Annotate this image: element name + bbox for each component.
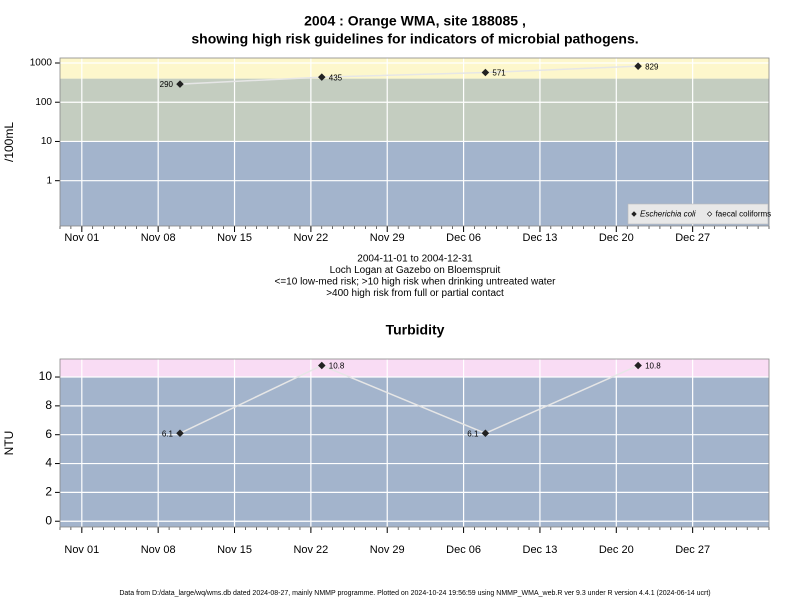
chart-title: Turbidity xyxy=(386,322,445,338)
legend-marker xyxy=(631,211,637,217)
y-tick-label: 1 xyxy=(46,175,52,186)
risk-band xyxy=(60,78,769,142)
note: >400 high risk from full or partial cont… xyxy=(326,288,504,299)
x-tick-label: Nov 01 xyxy=(64,232,99,244)
y-tick-label: 10 xyxy=(41,136,53,147)
x-tick-label: Dec 13 xyxy=(523,544,558,556)
data-label: 435 xyxy=(329,73,343,82)
y-tick-label: 100 xyxy=(35,97,52,108)
y-tick-label: 4 xyxy=(45,456,52,470)
legend-box xyxy=(627,203,769,225)
data-point xyxy=(176,429,184,438)
note: Loch Logan at Gazebo on Bloemspruit xyxy=(330,265,501,276)
x-tick-label: Dec 27 xyxy=(675,232,710,244)
footer: Data from D:/data_large/wq/wms.db dated … xyxy=(119,590,710,597)
risk-band xyxy=(60,58,769,79)
data-label: 6.1 xyxy=(162,429,174,438)
data-point xyxy=(481,68,490,77)
data-point xyxy=(318,361,326,370)
y-tick-label: 0 xyxy=(45,513,52,527)
series-line xyxy=(179,364,639,435)
data-point xyxy=(634,62,642,70)
data-point xyxy=(634,361,642,370)
series-line xyxy=(179,65,639,85)
x-tick-label: Dec 06 xyxy=(446,544,481,556)
legend-label: Escherichia coli xyxy=(640,210,696,219)
note: <=10 low-med risk; >10 high risk when dr… xyxy=(275,277,557,288)
risk-band xyxy=(60,377,769,527)
plot-frame xyxy=(59,358,770,528)
data-label: 571 xyxy=(492,69,506,78)
x-tick-label: Nov 08 xyxy=(141,544,176,556)
chart-title: 2004 : Orange WMA, site 188085 , xyxy=(304,13,526,29)
plot-frame xyxy=(59,57,770,227)
data-label: 829 xyxy=(645,62,659,71)
note: 2004-11-01 to 2004-12-31 xyxy=(357,254,473,265)
y-tick-label: 6 xyxy=(45,427,52,441)
x-tick-label: Dec 13 xyxy=(523,232,558,244)
y-tick-label: 10 xyxy=(39,369,53,383)
x-tick-label: Nov 22 xyxy=(293,544,328,556)
data-label: 10.8 xyxy=(645,362,661,371)
data-point xyxy=(176,80,184,88)
x-tick-label: Nov 29 xyxy=(370,232,405,244)
x-tick-label: Nov 08 xyxy=(141,232,176,244)
x-tick-label: Nov 29 xyxy=(370,544,405,556)
x-tick-label: Dec 27 xyxy=(675,544,710,556)
y-axis-label: NTU xyxy=(2,431,16,456)
x-tick-label: Dec 20 xyxy=(599,544,634,556)
x-tick-label: Nov 22 xyxy=(293,232,328,244)
x-tick-label: Dec 06 xyxy=(446,232,481,244)
x-tick-label: Dec 20 xyxy=(599,232,634,244)
y-axis-label: /100mL xyxy=(2,122,16,162)
x-tick-label: Nov 01 xyxy=(64,544,99,556)
y-tick-label: 1000 xyxy=(30,58,53,69)
risk-band xyxy=(60,359,769,378)
y-tick-label: 8 xyxy=(45,398,52,412)
x-tick-label: Nov 15 xyxy=(217,232,252,244)
legend-label: faecal coliforms xyxy=(716,210,772,219)
data-label: 6.1 xyxy=(467,429,479,438)
x-tick-label: Nov 15 xyxy=(217,544,252,556)
y-tick-label: 2 xyxy=(45,485,52,499)
data-label: 290 xyxy=(160,80,174,89)
data-point xyxy=(481,429,490,438)
legend-marker xyxy=(706,211,713,217)
data-label: 10.8 xyxy=(329,362,345,371)
chart-title: showing high risk guidelines for indicat… xyxy=(191,31,638,47)
data-point xyxy=(318,73,326,81)
